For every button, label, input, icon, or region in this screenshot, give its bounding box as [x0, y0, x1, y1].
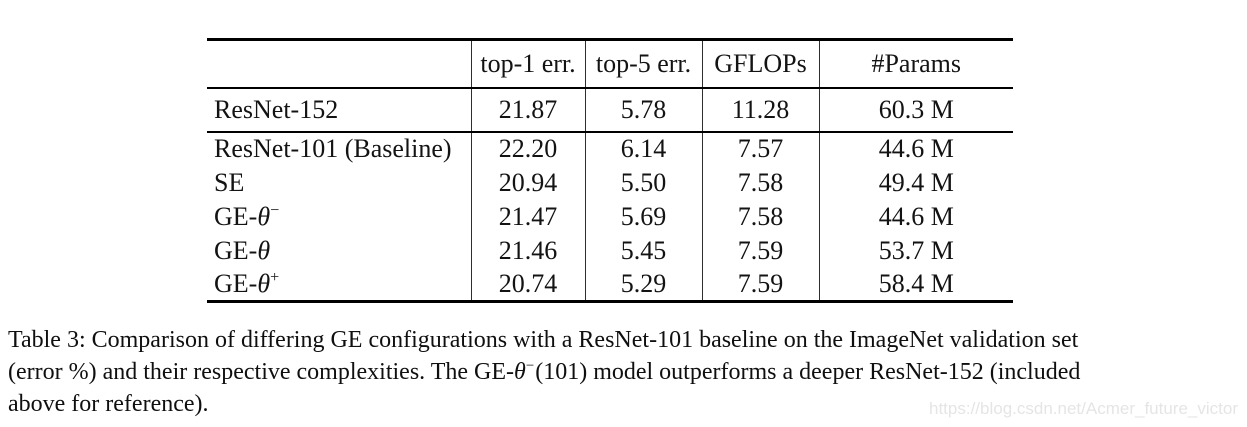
top5-value: 5.45 [584, 233, 702, 268]
gflops-value: 11.28 [701, 87, 819, 132]
caption-line-2: (error %) and their respective complexit… [8, 356, 1241, 388]
model-label-cell: GE-θ [207, 234, 471, 268]
top1-value: 21.46 [470, 233, 585, 268]
results-table: top-1 err. top-5 err. GFLOPs #Params Res… [207, 38, 1013, 303]
watermark-url: https://blog.csdn.net/Acmer_future_victo… [929, 399, 1238, 418]
table-row-se: SE 20.94 5.50 7.58 49.4 M [207, 165, 1013, 200]
model-label-cell: SE [207, 166, 471, 200]
table-row-resnet101-baseline: ResNet-101 (Baseline) 22.20 6.14 7.57 44… [207, 131, 1013, 166]
top5-value: 5.50 [584, 165, 702, 200]
theta-symbol: θ [514, 359, 526, 385]
header-params: #Params [818, 39, 1013, 88]
model-label-cell: ResNet-152 [214, 94, 339, 124]
theta-superscript: + [270, 269, 280, 287]
table-header-row: top-1 err. top-5 err. GFLOPs #Params [207, 39, 1013, 88]
top1-value-best: 20.74 [470, 267, 585, 302]
header-top5-err: top-5 err. [584, 39, 702, 88]
theta-symbol: θ [257, 201, 271, 231]
params-value: 58.4 M [818, 267, 1013, 302]
model-label-text: GE- [214, 235, 258, 265]
model-label-text: GE- [214, 201, 258, 231]
gflops-value: 7.59 [701, 267, 819, 302]
model-label-text: ResNet-101 (Baseline) [214, 134, 452, 163]
caption-text-segment: (101) model outperforms a deeper ResNet-… [535, 359, 1081, 385]
model-label-text: SE [214, 167, 245, 197]
params-value: 60.3 M [818, 87, 1013, 132]
params-value: 44.6 M [818, 199, 1013, 234]
theta-superscript: − [525, 358, 535, 374]
table-row-ge-theta-minus: GE-θ− 21.47 5.69 7.58 44.6 M [207, 199, 1013, 234]
caption-line-1: Table 3: Comparison of differing GE conf… [8, 327, 1079, 353]
theta-superscript: − [270, 201, 280, 219]
table-row-ge-theta-plus: GE-θ+ 20.74 5.29 7.59 58.4 M [207, 267, 1013, 302]
header-empty-cell [207, 40, 471, 88]
header-gflops: GFLOPs [701, 39, 819, 88]
top5-value-best: 5.29 [584, 267, 702, 302]
table-row-resnet152: ResNet-152 21.87 5.78 11.28 60.3 M [207, 87, 1013, 132]
top1-value: 20.94 [470, 165, 585, 200]
header-top1-err: top-1 err. [470, 39, 585, 88]
caption-line-3: above for reference). [8, 391, 209, 417]
model-label-cell: GE-θ+ [207, 268, 471, 302]
gflops-value: 7.58 [701, 199, 819, 234]
top1-value: 21.87 [470, 87, 585, 132]
params-value: 53.7 M [818, 233, 1013, 268]
gflops-value: 7.58 [701, 165, 819, 200]
top5-value: 5.78 [584, 87, 702, 132]
top1-value: 22.20 [470, 131, 585, 166]
table-row-ge-theta: GE-θ 21.46 5.45 7.59 53.7 M [207, 233, 1013, 268]
gflops-value: 7.59 [701, 233, 819, 268]
model-label-text: GE- [214, 268, 258, 298]
model-label-cell: ResNet-101 (Baseline) [207, 132, 471, 166]
theta-symbol: θ [257, 235, 271, 265]
model-label-cell: GE-θ− [207, 200, 471, 234]
theta-symbol: θ [257, 268, 271, 298]
top5-value: 6.14 [584, 131, 702, 166]
gflops-value: 7.57 [701, 131, 819, 166]
top1-value: 21.47 [470, 199, 585, 234]
params-value: 44.6 M [818, 131, 1013, 166]
top5-value: 5.69 [584, 199, 702, 234]
table-caption: Table 3: Comparison of differing GE conf… [8, 324, 1241, 420]
params-value: 49.4 M [818, 165, 1013, 200]
caption-text-segment: (error %) and their respective complexit… [8, 359, 515, 385]
